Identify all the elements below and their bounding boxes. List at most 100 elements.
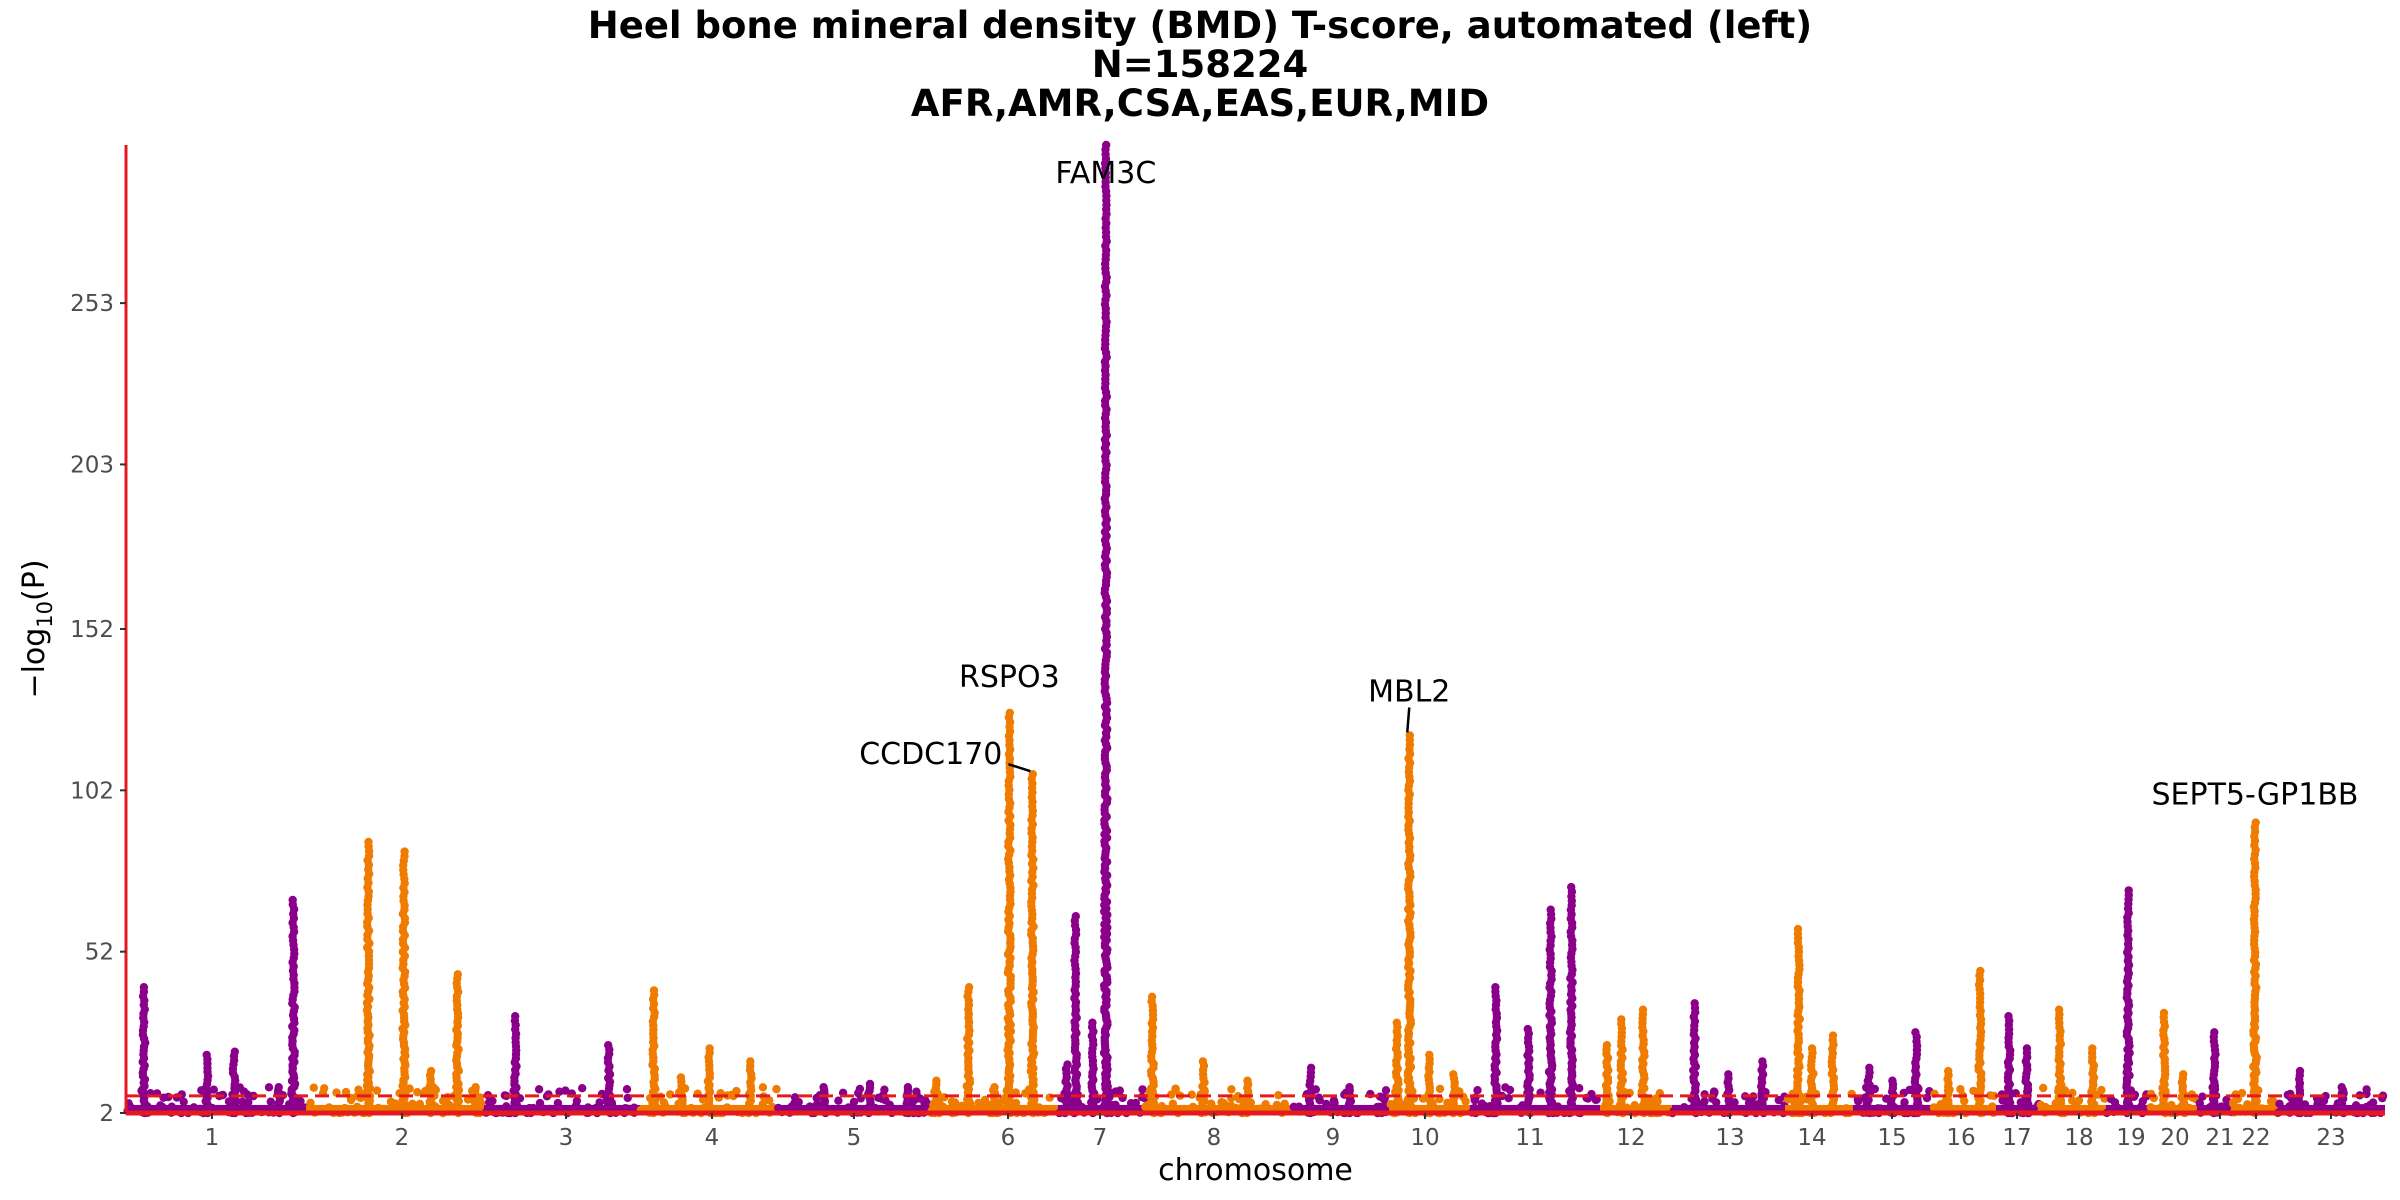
y-tick-label: 102 [70, 778, 114, 804]
snp-point [288, 895, 297, 905]
snp-point [812, 1100, 821, 1110]
x-tick-label-chr-21: 21 [2205, 1125, 2234, 1151]
snp-point [1911, 1028, 1920, 1037]
snp-point [849, 1097, 859, 1107]
gene-label-fam3c: FAM3C [1055, 156, 1156, 191]
snp-point [1028, 770, 1038, 779]
snp-point [1523, 1024, 1533, 1034]
snp-point [758, 1083, 768, 1092]
x-tick-label-chr-7: 7 [1093, 1125, 1108, 1151]
snp-point [1969, 1086, 1978, 1096]
snp-point [1131, 1098, 1141, 1108]
x-tick-label-chr-8: 8 [1207, 1125, 1222, 1151]
snp-point [463, 1095, 473, 1104]
x-tick-label-chr-17: 17 [2002, 1125, 2031, 1151]
snp-point [1944, 1066, 1953, 1076]
x-tick-label-chr-6: 6 [1001, 1125, 1016, 1151]
snp-point [2198, 1092, 2207, 1101]
y-tick-label: 253 [70, 291, 114, 317]
x-tick-label-chr-23: 23 [2316, 1125, 2345, 1151]
y-tick-label: 203 [70, 452, 114, 478]
snp-point [1381, 1086, 1391, 1095]
snp-point [2088, 1044, 2097, 1053]
snp-point [729, 1091, 738, 1101]
snp-point [561, 1086, 570, 1095]
x-axis-title: chromosome [1158, 1153, 1353, 1188]
chart-subtitle-ancestries: AFR,AMR,CSA,EAS,EUR,MID [910, 82, 1490, 125]
snp-point [1956, 1085, 1965, 1094]
snp-point [758, 1100, 767, 1109]
snp-point [471, 1083, 480, 1092]
x-tick-label-chr-19: 19 [2116, 1125, 2145, 1151]
x-tick-label-chr-16: 16 [1946, 1125, 1975, 1151]
snp-point [1227, 1085, 1236, 1094]
snp-point [1138, 1085, 1147, 1094]
snp-point [649, 986, 659, 995]
x-tick-label-chr-11: 11 [1515, 1125, 1544, 1151]
snp-point [264, 1083, 274, 1092]
snp-point [2097, 1085, 2106, 1095]
snp-point [1461, 1097, 1470, 1106]
snp-point [2195, 1099, 2204, 1108]
snp-point [488, 1096, 497, 1106]
snp-point [553, 1098, 563, 1108]
snp-point [1063, 1060, 1072, 1069]
snp-point [400, 847, 409, 856]
snp-point [2074, 1096, 2084, 1105]
snp-point [1405, 731, 1415, 740]
y-axis-title-text: −log10(P) [17, 559, 57, 698]
snp-point [1976, 966, 1985, 976]
snp-point [1828, 1031, 1838, 1040]
snp-point [1929, 1103, 1939, 1112]
snp-point [1900, 1098, 1909, 1107]
snp-point [1652, 1095, 1662, 1104]
snp-point [2366, 1100, 2375, 1110]
snp-point [1167, 1090, 1176, 1099]
snp-point [1233, 1092, 1243, 1101]
gene-label-mbl2: MBL2 [1368, 674, 1450, 709]
snp-point [1449, 1070, 1458, 1079]
snp-point [676, 1073, 686, 1082]
snp-point [819, 1083, 828, 1092]
snp-point [1102, 140, 1111, 150]
snp-point [1375, 1102, 1384, 1112]
snp-point [1261, 1100, 1270, 1109]
snp-point [309, 1083, 318, 1092]
snp-point [1188, 1102, 1198, 1112]
snp-point [266, 1097, 275, 1106]
snp-point [1477, 1099, 1487, 1108]
snp-point [202, 1050, 211, 1060]
snp-point [1147, 992, 1157, 1001]
snp-point [1724, 1070, 1733, 1079]
snp-point [2235, 1103, 2244, 1113]
annotation-leader-line [1406, 707, 1411, 733]
snp-point [1546, 905, 1555, 914]
snp-point [834, 1096, 843, 1105]
x-tick-label-chr-9: 9 [1326, 1125, 1341, 1151]
snp-point [2036, 1100, 2046, 1110]
snp-point [2004, 1012, 2013, 1021]
snp-point [1243, 1076, 1252, 1085]
snp-point [1435, 1084, 1445, 1094]
snp-point [139, 983, 149, 992]
snp-point [415, 1099, 424, 1109]
snp-point [1680, 1103, 1689, 1112]
snp-point [1888, 1076, 1897, 1085]
snp-point [2337, 1083, 2346, 1092]
x-tick-label-chr-3: 3 [559, 1125, 574, 1151]
snp-point [1807, 1044, 1817, 1053]
snp-point [1567, 882, 1576, 892]
snp-point [179, 1097, 188, 1107]
data-points [123, 140, 2388, 1118]
snp-point [1793, 924, 1803, 934]
x-tick-label-chr-13: 13 [1715, 1125, 1744, 1151]
chr-1-baseline-band [126, 1104, 306, 1115]
chart-title: Heel bone mineral density (BMD) T-score,… [587, 4, 1813, 47]
snp-point [1306, 1063, 1316, 1073]
snp-point [903, 1083, 913, 1092]
snp-point [2054, 1005, 2064, 1014]
snp-point [1638, 1005, 1648, 1014]
snp-point [364, 837, 373, 847]
x-tick-label-chr-5: 5 [847, 1125, 862, 1151]
